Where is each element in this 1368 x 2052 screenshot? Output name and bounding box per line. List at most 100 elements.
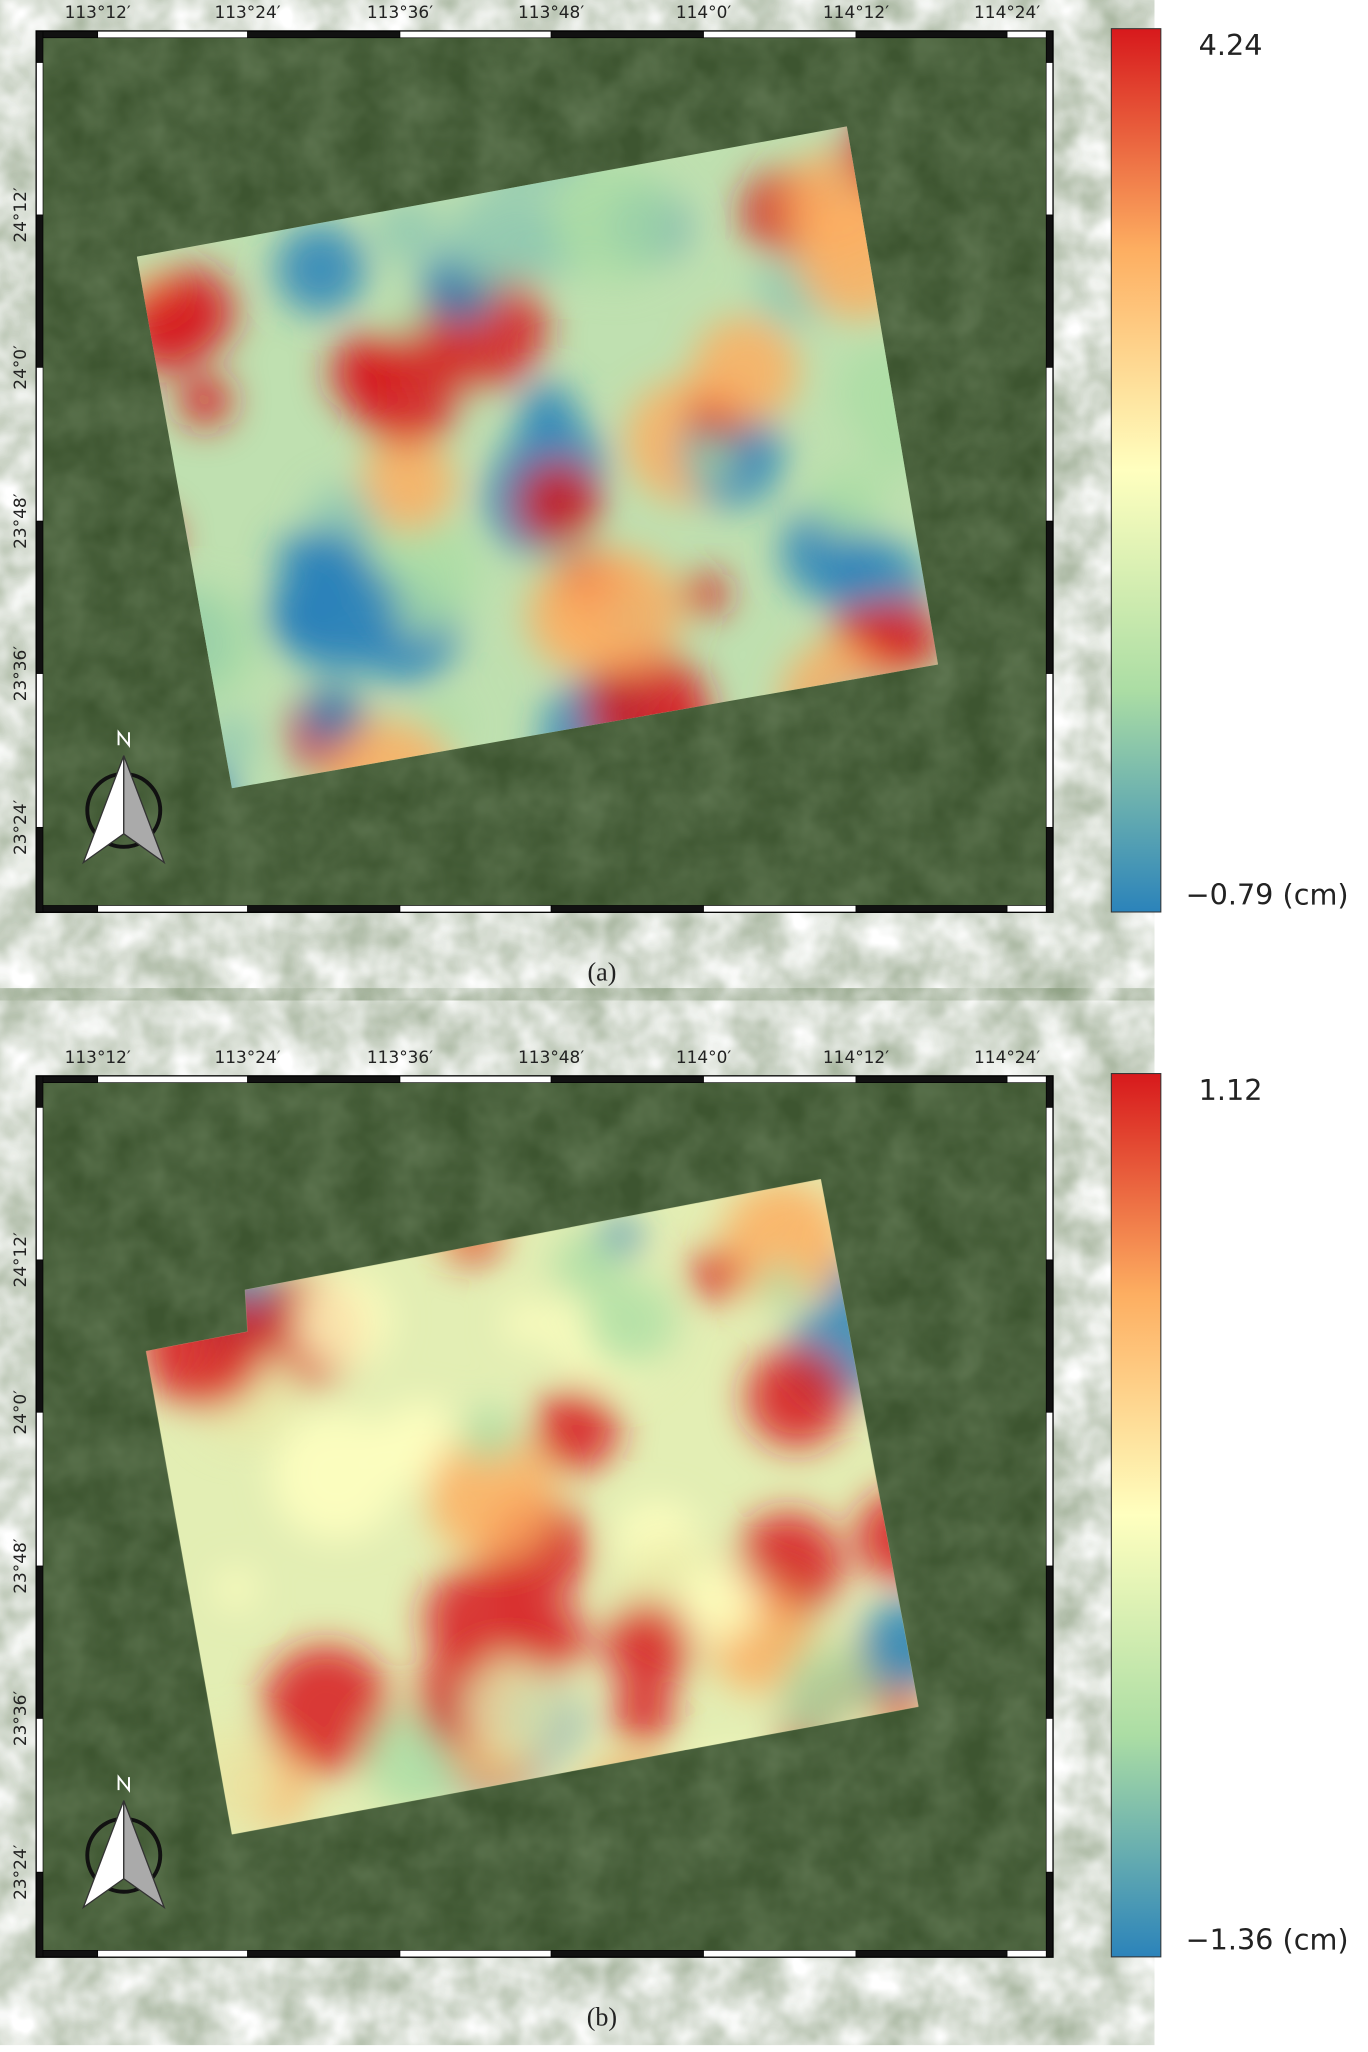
raster-blob — [683, 572, 728, 617]
frame-bar — [399, 1950, 552, 1958]
frame-bar — [247, 905, 401, 913]
frame-bar — [855, 905, 1008, 913]
raster-blob — [534, 1387, 619, 1472]
lat-tick-label: 24°0′ — [10, 1390, 30, 1435]
frame-bar — [36, 30, 44, 63]
north-arrow — [123, 755, 166, 865]
raster-blob — [374, 198, 441, 265]
panel-caption: (a) — [587, 958, 616, 987]
frame-bar — [855, 30, 1008, 39]
raster-blob — [462, 1656, 568, 1763]
raster-blob — [428, 1433, 555, 1560]
raster-blob — [515, 460, 601, 547]
lat-tick-label: 24°12′ — [10, 1232, 30, 1288]
frame-bar — [36, 214, 44, 368]
raster-blob — [690, 1250, 741, 1301]
frame-bar — [703, 30, 857, 39]
frame-bar — [36, 905, 99, 913]
raster-blob — [271, 1410, 402, 1541]
colorbar-max-label: 4.24 — [1199, 28, 1263, 62]
raster-blob — [503, 1301, 548, 1346]
frame-bar — [97, 1075, 248, 1083]
raster-blob — [863, 599, 939, 678]
frame-bar — [36, 1259, 44, 1413]
raster-blob — [691, 317, 799, 425]
frame-bar — [36, 30, 99, 39]
lon-tick-label: 113°12′ — [65, 1047, 131, 1067]
lat-tick-label: 23°48′ — [10, 493, 30, 549]
colorbar-min-label: −1.36 (cm) — [1186, 1922, 1349, 1956]
frame-bar — [550, 30, 704, 39]
map-panel: 113°12′ 113°24′ 113°36′ 113°48′ 114°0′ 114°12… — [10, 2, 1349, 986]
raster-blob — [758, 1263, 804, 1309]
map-panel: 113°12′ 113°24′ 113°36′ 113°48′ 114°0′ 114°12… — [10, 1047, 1349, 2031]
colorbar-min-label: −0.79 (cm) — [1186, 877, 1349, 911]
raster-blob — [350, 334, 462, 447]
frame-bar — [1045, 1411, 1054, 1567]
frame-bar — [36, 520, 44, 674]
raster-blob — [721, 1180, 845, 1304]
frame-bar — [855, 1950, 1008, 1958]
frame-bar — [36, 1075, 44, 1108]
frame-bar — [36, 1107, 44, 1261]
frame-bar — [399, 30, 552, 39]
frame-bar — [1045, 826, 1054, 913]
frame-bar — [1045, 1718, 1054, 1873]
frame-bar — [97, 905, 248, 913]
raster-blob — [178, 374, 232, 428]
frame-bar — [36, 367, 44, 522]
lon-tick-label: 113°48′ — [518, 2, 584, 22]
lat-tick-label: 23°24′ — [10, 1844, 30, 1900]
lon-tick-label: 114°24′ — [974, 2, 1040, 22]
lon-tick-label: 113°24′ — [214, 2, 280, 22]
raster-blob — [512, 1600, 587, 1676]
frame-bar — [703, 1950, 857, 1958]
raster-blob — [302, 686, 363, 747]
frame-bar — [550, 1075, 704, 1083]
frame-bar — [1045, 1107, 1054, 1261]
raster-blob — [552, 160, 677, 284]
raster-blob — [604, 1601, 693, 1690]
raster-blob — [689, 440, 732, 483]
frame-bar — [1045, 520, 1054, 674]
raster-blob — [294, 1272, 391, 1369]
lon-tick-label: 113°36′ — [367, 2, 433, 22]
frame-bar — [97, 30, 248, 39]
frame-bar — [703, 905, 857, 913]
raster-blob — [745, 1346, 848, 1448]
lon-tick-label: 114°0′ — [676, 2, 732, 22]
raster-blob — [613, 1682, 675, 1744]
lat-tick-label: 23°36′ — [10, 646, 30, 702]
raster-blob — [360, 436, 456, 532]
frame-bar — [1045, 367, 1054, 522]
raster-blob — [812, 466, 884, 538]
raster-blob — [424, 1565, 535, 1676]
frame-bar — [399, 905, 552, 913]
frame-bar — [36, 1075, 99, 1083]
frame-bar — [36, 1950, 99, 1958]
frame-bar — [36, 1871, 44, 1958]
frame-bar — [550, 905, 704, 913]
raster-blob — [275, 223, 366, 315]
lat-tick-label: 23°24′ — [10, 799, 30, 855]
lat-tick-label: 24°0′ — [10, 345, 30, 390]
colorbar-max-label: 1.12 — [1199, 1073, 1263, 1107]
frame-bar — [1045, 673, 1054, 828]
lon-tick-label: 113°24′ — [214, 1047, 280, 1067]
frame-bar — [36, 673, 44, 828]
frame-bar — [36, 62, 44, 216]
frame-bar — [855, 1075, 1008, 1083]
raster-blob — [553, 1232, 623, 1301]
frame-bar — [247, 30, 401, 39]
lon-tick-label: 114°0′ — [676, 1047, 732, 1067]
raster-blob — [460, 1406, 517, 1464]
frame-bar — [1045, 30, 1054, 63]
colorbar — [1110, 1073, 1162, 1958]
lon-tick-label: 114°24′ — [974, 1047, 1040, 1067]
frame-bar — [36, 1411, 44, 1567]
frame-bar — [1045, 1565, 1054, 1719]
frame-bar — [36, 826, 44, 913]
raster-blob — [560, 550, 682, 672]
